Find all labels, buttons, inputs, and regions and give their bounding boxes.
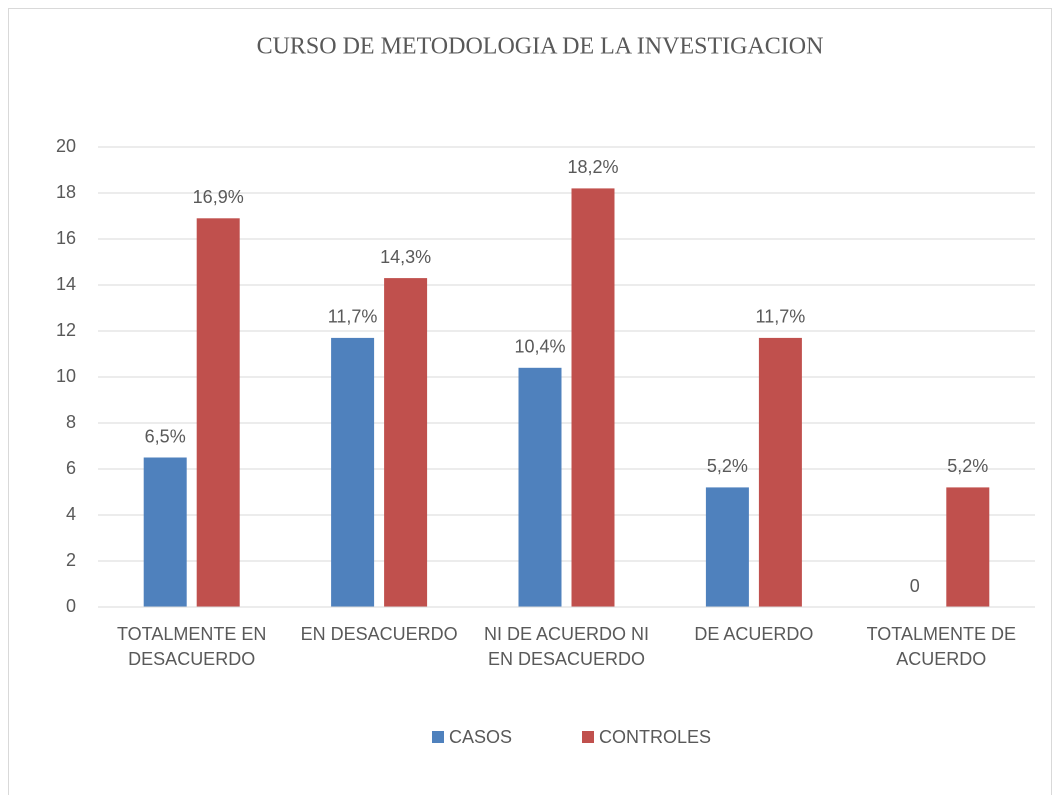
x-tick-label: TOTALMENTE DE ACUERDO — [866, 624, 1016, 669]
y-tick-label: 14 — [56, 274, 76, 294]
y-tick-label: 8 — [66, 412, 76, 432]
bar — [331, 337, 375, 607]
y-tick-label: 4 — [66, 504, 76, 524]
data-label: 5,2% — [707, 456, 748, 476]
x-tick-label: NI DE ACUERDO NI EN DESACUERDO — [483, 624, 650, 669]
data-label: 11,7% — [328, 307, 378, 327]
data-label: 11,7% — [756, 307, 806, 327]
y-tick-label: 0 — [66, 596, 76, 616]
y-tick-label: 6 — [66, 458, 76, 478]
bar — [384, 278, 428, 607]
data-label: 0 — [910, 576, 920, 596]
data-label: 10,4% — [514, 337, 565, 357]
legend-label: CASOS — [449, 727, 512, 747]
y-tick-label: 16 — [56, 228, 76, 248]
legend-label: CONTROLES — [599, 727, 711, 747]
data-label: 6,5% — [145, 426, 186, 446]
legend-swatch — [432, 731, 444, 743]
y-tick-label: 10 — [56, 366, 76, 386]
legend-swatch — [582, 731, 594, 743]
data-label: 16,9% — [193, 187, 244, 207]
bar — [143, 457, 187, 607]
x-tick-label: EN DESACUERDO — [300, 624, 458, 644]
bar — [758, 337, 802, 607]
x-tick-label: TOTALMENTE EN DESACUERDO — [117, 624, 267, 669]
data-label: 18,2% — [567, 157, 618, 177]
data-label: 14,3% — [380, 247, 431, 267]
bar — [946, 487, 990, 607]
data-label: 5,2% — [947, 456, 988, 476]
bar — [571, 188, 615, 607]
bar — [705, 487, 749, 607]
bar — [196, 218, 240, 608]
x-tick-label: DE ACUERDO — [694, 624, 814, 644]
y-tick-label: 12 — [56, 320, 76, 340]
y-tick-label: 2 — [66, 550, 76, 570]
bar — [518, 367, 562, 607]
chart-title: CURSO DE METODOLOGIA DE LA INVESTIGACION — [257, 34, 824, 60]
y-tick-label: 18 — [56, 182, 76, 202]
y-tick-label: 20 — [56, 136, 76, 156]
